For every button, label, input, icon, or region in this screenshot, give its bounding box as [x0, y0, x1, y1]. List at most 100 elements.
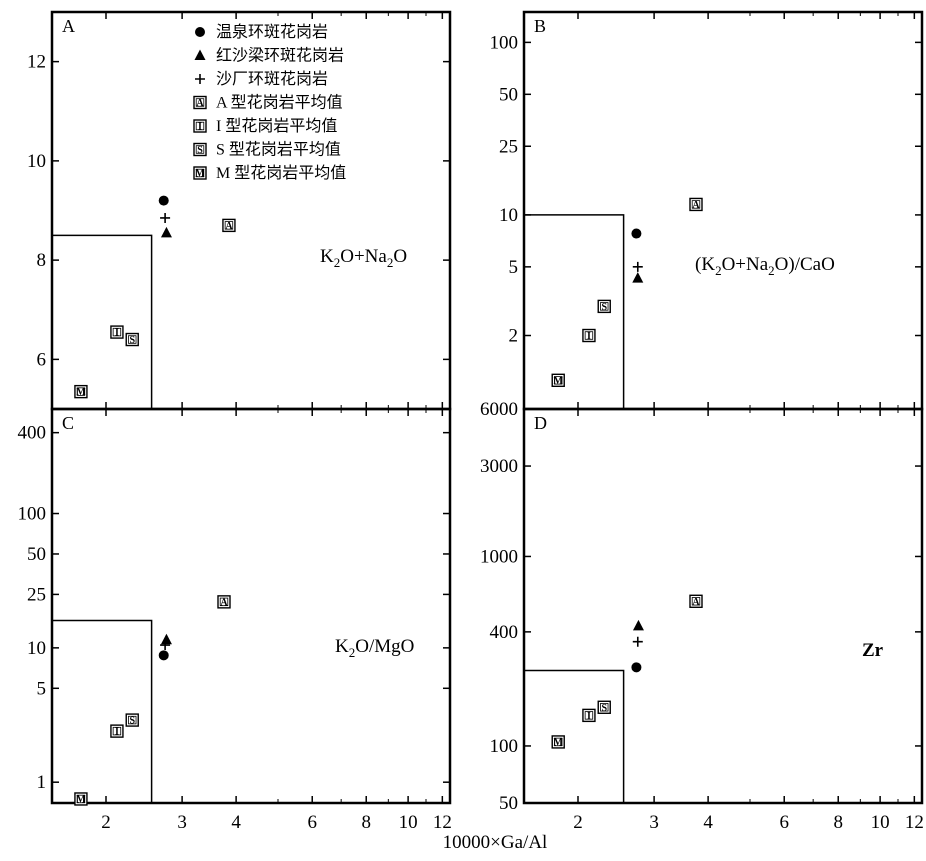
panel-frame: [50, 407, 452, 805]
y-tick-label: 50: [27, 544, 46, 565]
y-tick-label: 8: [37, 250, 47, 271]
y-variable-label: (K2O+Na2O)/CaO: [695, 254, 835, 278]
x-tick-label: 4: [231, 812, 241, 833]
y-tick-label: 100: [490, 736, 519, 757]
box-letter: I: [115, 727, 119, 738]
box-frame: [193, 95, 207, 110]
x-tick-label: 3: [649, 812, 659, 833]
box-letter: I: [587, 711, 591, 722]
box-letter: I: [198, 122, 202, 133]
point-box-I: I: [582, 708, 596, 723]
box-letter: M: [553, 376, 563, 387]
legend-label: 红沙梁环斑花岗岩: [216, 47, 344, 65]
point-box-M: M: [551, 373, 565, 388]
box-letter: I: [587, 331, 591, 342]
y-tick-label: 25: [499, 136, 518, 157]
box-letter: M: [553, 738, 563, 749]
box-frame: [125, 713, 139, 727]
legend-label: I 型花岗岩平均值: [216, 117, 337, 135]
point-box-A: A: [222, 218, 236, 233]
box-frame: [193, 142, 207, 157]
y-tick-label: 5: [509, 257, 519, 278]
y-tick-label: 6: [37, 349, 47, 370]
box-letter: M: [76, 387, 86, 398]
box-letter: M: [76, 795, 86, 806]
panel-letter: B: [534, 16, 546, 36]
legend-label: A 型花岗岩平均值: [216, 94, 343, 112]
point-plus: [632, 636, 643, 647]
point-circle: [631, 228, 642, 239]
box-frame: [582, 328, 596, 343]
box-frame: [125, 332, 139, 347]
panel-C: 1 5 10 25 50 100 400 2 3 4 6 8 10 12 C K2O/MgO A IS M: [18, 407, 452, 833]
box-inner: [195, 168, 205, 178]
x-tick-label: 12: [433, 812, 452, 833]
x-tick-label: 2: [573, 812, 583, 833]
box-inner: [691, 200, 701, 209]
x-tick-label: 6: [779, 812, 789, 833]
box-inner: [112, 327, 122, 337]
point-box-M: M: [551, 735, 565, 749]
point-box-S: S: [125, 713, 139, 727]
legend-label: M 型花岗岩平均值: [216, 164, 346, 182]
point-box-A: A: [689, 594, 703, 608]
field-boundary: [52, 234, 153, 409]
box-inner: [554, 737, 563, 747]
y-tick-label: 3000: [480, 456, 518, 477]
y-tick-label: 400: [18, 423, 47, 444]
x-tick-label: 8: [833, 812, 843, 833]
point-box-I: I: [110, 325, 124, 339]
point-triangle: [632, 272, 644, 283]
box-frame: [193, 166, 207, 180]
y-tick-label: 2: [509, 326, 519, 347]
box-inner: [128, 335, 137, 344]
field-boundary: [52, 619, 153, 803]
box-inner: [691, 597, 701, 606]
point-plus: [632, 261, 643, 272]
y-tick-label: 1: [37, 772, 47, 793]
y-variable-label: K2O/MgO: [335, 636, 414, 660]
box-frame: [110, 724, 124, 738]
x-tick-label: 3: [177, 812, 187, 833]
box-inner: [600, 302, 609, 311]
box-inner: [554, 376, 563, 385]
point-box-I: I: [582, 328, 596, 343]
box-frame: [74, 384, 88, 399]
x-tick-label: 10: [399, 812, 418, 833]
point-box-S: S: [193, 142, 207, 157]
point-box-M: M: [74, 384, 88, 399]
point-box-A: A: [217, 595, 231, 609]
box-frame: [582, 708, 596, 723]
point-triangle: [160, 633, 172, 645]
point-box-S: S: [125, 332, 139, 347]
box-frame: [689, 197, 703, 212]
box-letter: S: [601, 703, 607, 714]
point-box-A: A: [193, 95, 207, 110]
y-tick-label: 6000: [480, 399, 518, 420]
box-inner: [128, 715, 137, 725]
point-plus: [160, 212, 171, 223]
box-inner: [600, 703, 609, 712]
point-triangle: [632, 619, 644, 631]
point-circle: [195, 27, 205, 37]
box-frame: [110, 325, 124, 339]
box-inner: [195, 98, 205, 107]
x-tick-label: 12: [905, 812, 924, 833]
x-tick-label: 6: [307, 812, 317, 833]
point-circle: [158, 195, 169, 206]
box-inner: [76, 794, 86, 804]
y-variable-label: Zr: [862, 640, 884, 661]
y-tick-label: 10: [27, 638, 46, 659]
panel-letter: D: [534, 413, 547, 433]
point-box-A: A: [689, 197, 703, 212]
point-box-S: S: [597, 299, 611, 314]
point-box-M: M: [193, 166, 207, 180]
point-triangle: [160, 226, 172, 238]
box-inner: [112, 726, 122, 736]
box-frame: [193, 119, 207, 133]
box-inner: [76, 387, 86, 396]
point-box-S: S: [597, 700, 611, 714]
